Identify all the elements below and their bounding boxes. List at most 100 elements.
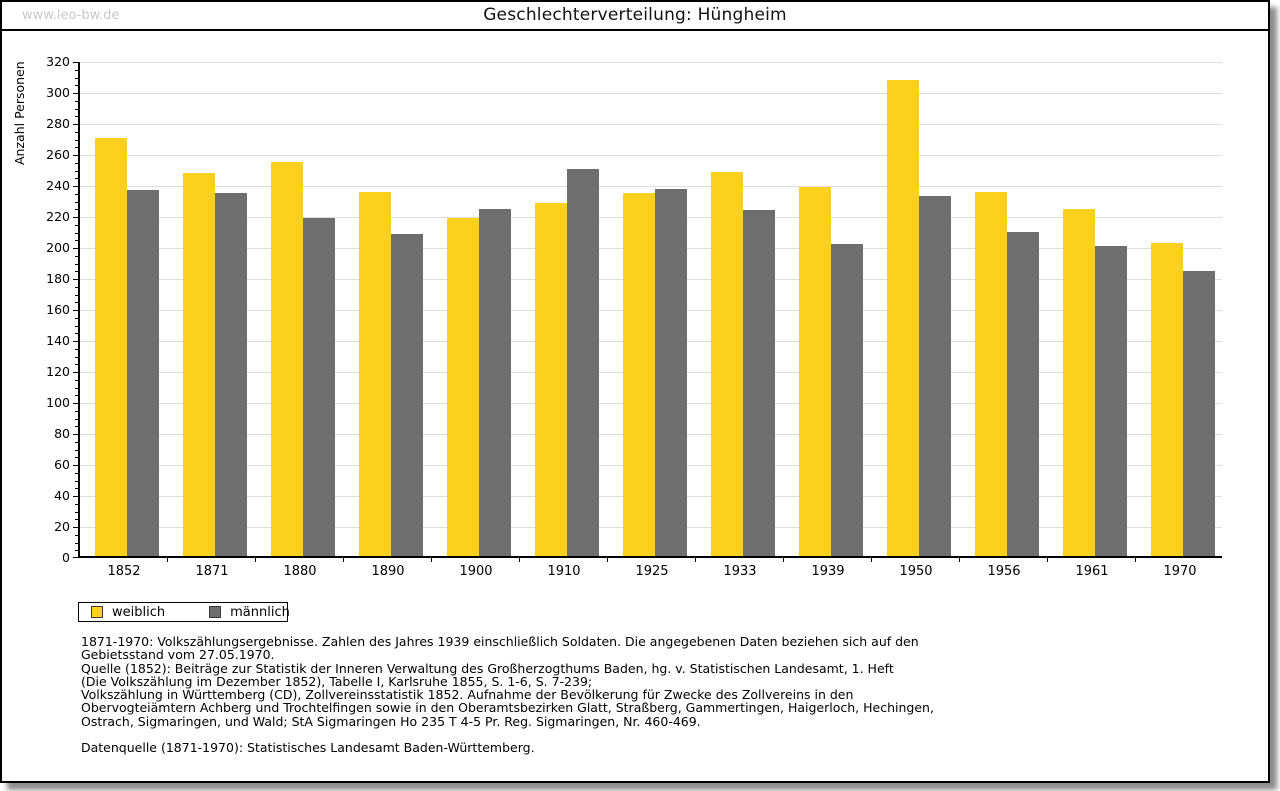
maennlich-swatch-icon: [209, 606, 222, 618]
bar-group-1890: 1890: [344, 62, 432, 579]
bar-männlich-1939: [831, 244, 863, 556]
bar-männlich-1852: [127, 190, 159, 556]
legend-label-weiblich: weiblich: [112, 604, 166, 620]
x-tick-9: [871, 558, 872, 562]
y-minor-tick-170: [75, 294, 79, 296]
bar-männlich-1961: [1095, 246, 1127, 556]
y-minor-tick-250: [75, 170, 79, 172]
x-tick-2: [255, 558, 256, 562]
y-tick-240: [73, 186, 79, 187]
y-minor-tick-15: [75, 534, 79, 536]
gridline-260: [80, 155, 1222, 156]
gridline-240: [80, 186, 1222, 187]
x-tick-11: [1047, 558, 1048, 562]
y-tick-180: [73, 279, 79, 280]
y-tick-label-240: 240: [46, 178, 70, 193]
y-minor-tick-315: [75, 69, 79, 71]
y-minor-tick-295: [75, 100, 79, 102]
y-minor-tick-185: [75, 271, 79, 273]
x-tick-8: [783, 558, 784, 562]
x-tick-3: [343, 558, 344, 562]
x-tick-5: [519, 558, 520, 562]
y-tick-label-20: 20: [54, 519, 70, 534]
y-minor-tick-35: [75, 503, 79, 505]
bar-männlich-1871: [215, 193, 247, 556]
x-category-label-1939: 1939: [811, 564, 845, 579]
bar-männlich-1956: [1007, 232, 1039, 556]
x-category-label-1900: 1900: [459, 564, 493, 579]
gridline-320: [80, 62, 1222, 63]
y-minor-tick-275: [75, 131, 79, 133]
y-minor-tick-290: [75, 108, 79, 110]
y-tick-label-260: 260: [46, 147, 70, 162]
x-category-label-1933: 1933: [723, 564, 757, 579]
y-minor-tick-25: [75, 519, 79, 521]
legend-item-weiblich: weiblich: [91, 605, 165, 620]
datasource-line: Datenquelle (1871-1970): Statistisches L…: [81, 740, 535, 756]
y-tick-label-60: 60: [54, 457, 70, 472]
y-tick-80: [73, 434, 79, 435]
y-minor-tick-85: [75, 426, 79, 428]
chart-title: Geschlechterverteilung: Hüngheim: [483, 5, 787, 25]
gridline-280: [80, 124, 1222, 125]
x-category-label-1880: 1880: [283, 564, 317, 579]
x-tick-1: [167, 558, 168, 562]
y-minor-tick-110: [75, 387, 79, 389]
bar-weiblich-1939: [799, 187, 831, 556]
bar-männlich-1925: [655, 188, 687, 556]
y-tick-320: [73, 62, 79, 63]
gridline-300: [80, 93, 1222, 94]
bar-weiblich-1961: [1063, 208, 1095, 556]
x-category-label-1871: 1871: [195, 564, 229, 579]
y-tick-label-220: 220: [46, 209, 70, 224]
y-minor-tick-70: [75, 449, 79, 451]
footnote-line: Volkszählung in Württemberg (CD), Zollve…: [81, 687, 854, 703]
y-minor-tick-205: [75, 240, 79, 242]
y-minor-tick-130: [75, 356, 79, 358]
y-tick-160: [73, 310, 79, 311]
bar-männlich-1933: [743, 210, 775, 556]
bar-group-1950: 1950: [872, 62, 960, 579]
bar-weiblich-1950: [887, 80, 919, 556]
bar-group-1970: 1970: [1136, 62, 1224, 579]
bar-group-1933: 1933: [696, 62, 784, 579]
y-minor-tick-155: [75, 317, 79, 319]
y-minor-tick-105: [75, 395, 79, 397]
bar-group-1910: 1910: [520, 62, 608, 579]
bar-group-1871: 1871: [168, 62, 256, 579]
x-category-label-1970: 1970: [1163, 564, 1197, 579]
x-tick-10: [959, 558, 960, 562]
y-minor-tick-310: [75, 77, 79, 79]
header: www.leo-bw.de Geschlechterverteilung: Hü…: [2, 2, 1268, 31]
bar-weiblich-1871: [183, 173, 215, 556]
bar-group-1925: 1925: [608, 62, 696, 579]
footnote-line: Gebietsstand vom 27.05.1970.: [81, 647, 275, 663]
bar-männlich-1880: [303, 218, 335, 556]
bar-group-1939: 1939: [784, 62, 872, 579]
x-category-label-1950: 1950: [899, 564, 933, 579]
bar-group-1961: 1961: [1048, 62, 1136, 579]
bar-group-1900: 1900: [432, 62, 520, 579]
y-minor-tick-125: [75, 364, 79, 366]
y-minor-tick-305: [75, 85, 79, 87]
bar-weiblich-1925: [623, 193, 655, 556]
y-minor-tick-285: [75, 116, 79, 118]
bar-männlich-1970: [1183, 270, 1215, 556]
x-category-label-1910: 1910: [547, 564, 581, 579]
y-tick-0: [73, 557, 79, 558]
bar-group-1880: 1880: [256, 62, 344, 579]
x-tick-4: [431, 558, 432, 562]
bar-weiblich-1933: [711, 171, 743, 556]
y-tick-220: [73, 217, 79, 218]
x-category-label-1852: 1852: [107, 564, 141, 579]
y-minor-tick-230: [75, 201, 79, 203]
bar-männlich-1900: [479, 208, 511, 556]
y-minor-tick-235: [75, 193, 79, 195]
y-tick-260: [73, 155, 79, 156]
y-tick-200: [73, 248, 79, 249]
y-minor-tick-245: [75, 178, 79, 180]
y-minor-tick-90: [75, 418, 79, 420]
x-category-label-1890: 1890: [371, 564, 405, 579]
bar-weiblich-1956: [975, 191, 1007, 556]
y-minor-tick-145: [75, 333, 79, 335]
